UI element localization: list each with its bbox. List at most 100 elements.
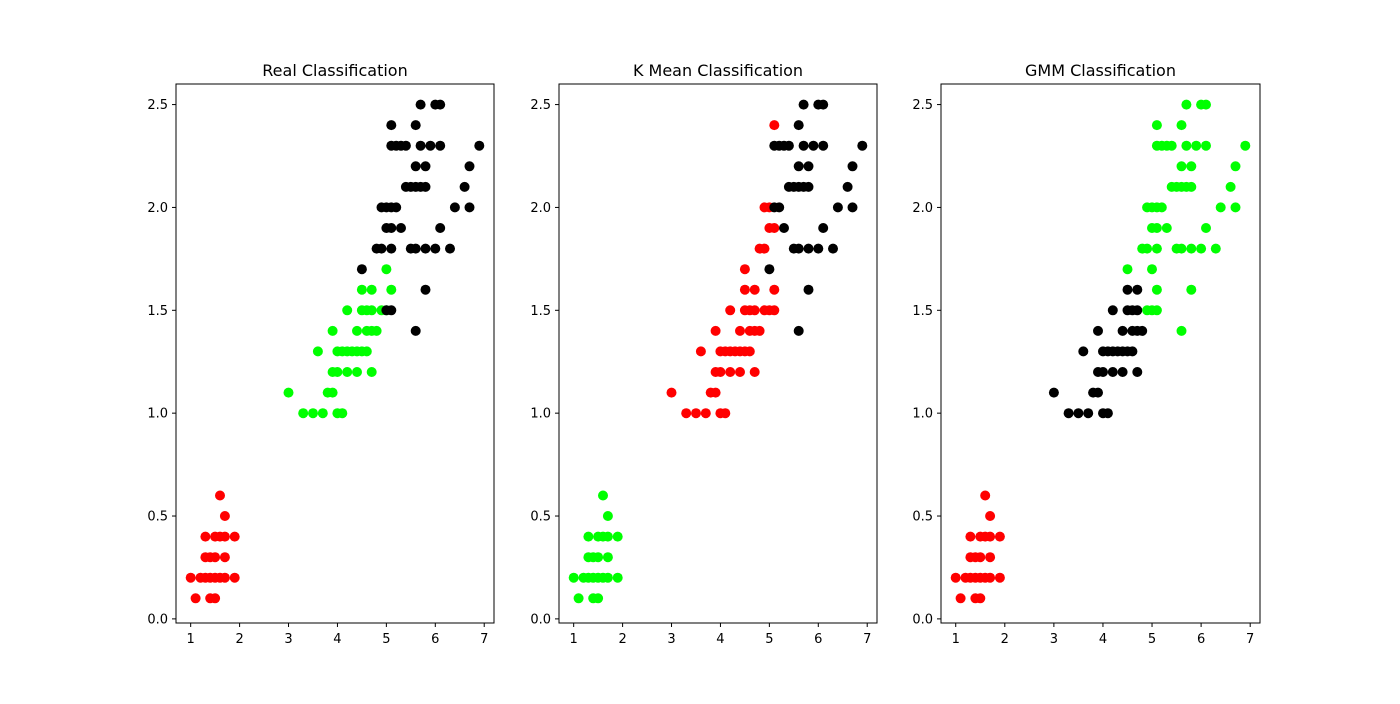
data-point [975, 552, 986, 563]
data-point [598, 490, 608, 501]
data-point [1132, 367, 1143, 377]
data-point [1107, 305, 1118, 316]
data-point [1132, 284, 1143, 295]
axes-frame [940, 83, 1261, 624]
data-point [420, 161, 431, 172]
data-point [317, 408, 328, 419]
data-point [337, 408, 348, 419]
y-tick-label: 0.0 [147, 612, 168, 627]
data-point [1186, 181, 1197, 192]
data-point [710, 387, 721, 398]
x-tick-label: 1 [952, 632, 960, 647]
data-point [1093, 387, 1103, 398]
data-point [410, 243, 421, 254]
data-point [1093, 325, 1103, 336]
data-point [779, 223, 789, 233]
data-point [445, 243, 455, 254]
x-tick-label: 1 [187, 632, 195, 647]
x-tick-label: 7 [480, 632, 488, 647]
data-point [396, 223, 406, 233]
data-point [803, 243, 814, 254]
y-tick-label: 2.5 [530, 98, 551, 113]
data-point [975, 593, 986, 604]
data-point [681, 408, 692, 419]
data-point [400, 140, 411, 151]
data-point [1151, 284, 1162, 295]
data-point [994, 572, 1005, 583]
data-point [435, 140, 446, 151]
data-point [210, 593, 221, 604]
data-point [818, 223, 829, 233]
data-point [739, 264, 750, 275]
data-point [573, 593, 584, 604]
data-point [464, 161, 475, 172]
x-tick-label: 4 [1099, 632, 1107, 647]
y-tick-label: 1.0 [912, 407, 933, 422]
data-point [366, 284, 377, 295]
data-point [1176, 325, 1187, 336]
data-point [1132, 305, 1143, 316]
series-1 [950, 490, 1005, 604]
data-point [210, 552, 221, 563]
x-tick-label: 3 [667, 632, 675, 647]
data-point [410, 120, 421, 131]
x-tick-label: 6 [814, 632, 822, 647]
data-point [818, 99, 829, 110]
y-tick-label: 0.0 [530, 612, 551, 627]
data-point [219, 531, 230, 542]
data-point [691, 408, 701, 419]
data-point [749, 367, 760, 377]
data-point [386, 305, 397, 316]
data-point [474, 140, 485, 151]
data-point [847, 161, 858, 172]
data-point [739, 284, 750, 295]
data-point [449, 202, 460, 213]
data-point [312, 346, 323, 357]
data-point [366, 305, 377, 316]
data-point [1225, 181, 1236, 192]
data-point [1098, 367, 1108, 377]
series-1 [568, 490, 623, 604]
data-point [386, 120, 397, 131]
data-point [185, 572, 196, 583]
subplot-3: 1 2 3 4 5 6 7 0.0 0.5 1.0 1.5 2.0 2.5 GMM Classificat… [912, 61, 1261, 647]
data-point [298, 408, 309, 419]
x-tick-label: 7 [1246, 632, 1254, 647]
data-point [950, 572, 961, 583]
data-point [798, 99, 809, 110]
data-point [464, 202, 475, 213]
y-tick-label: 0.5 [147, 510, 168, 525]
data-point [769, 223, 780, 233]
data-point [955, 593, 966, 604]
data-point [735, 325, 745, 336]
data-point [1151, 223, 1162, 233]
x-tick-label: 4 [716, 632, 724, 647]
data-point [332, 367, 343, 377]
data-point [602, 572, 613, 583]
data-point [415, 140, 426, 151]
data-point [695, 346, 706, 357]
data-point [1102, 408, 1113, 419]
data-point [356, 284, 367, 295]
data-point [342, 367, 353, 377]
data-point [832, 202, 843, 213]
data-point [593, 593, 604, 604]
data-point [1073, 408, 1084, 419]
subplot-title: K Mean Classification [633, 61, 803, 80]
data-point [1122, 264, 1133, 275]
data-point [1186, 284, 1197, 295]
data-point [1191, 140, 1202, 151]
data-point [308, 408, 318, 419]
data-point [803, 181, 814, 192]
y-tick-label: 1.5 [912, 304, 933, 319]
data-point [327, 325, 338, 336]
data-point [1181, 140, 1192, 151]
data-point [725, 305, 736, 316]
y-tick-label: 0.5 [912, 510, 933, 525]
y-tick-label: 0.0 [912, 612, 933, 627]
x-tick-label: 2 [235, 632, 243, 647]
data-point [219, 552, 230, 563]
data-point [798, 140, 809, 151]
data-point [420, 284, 431, 295]
data-point [1176, 161, 1187, 172]
